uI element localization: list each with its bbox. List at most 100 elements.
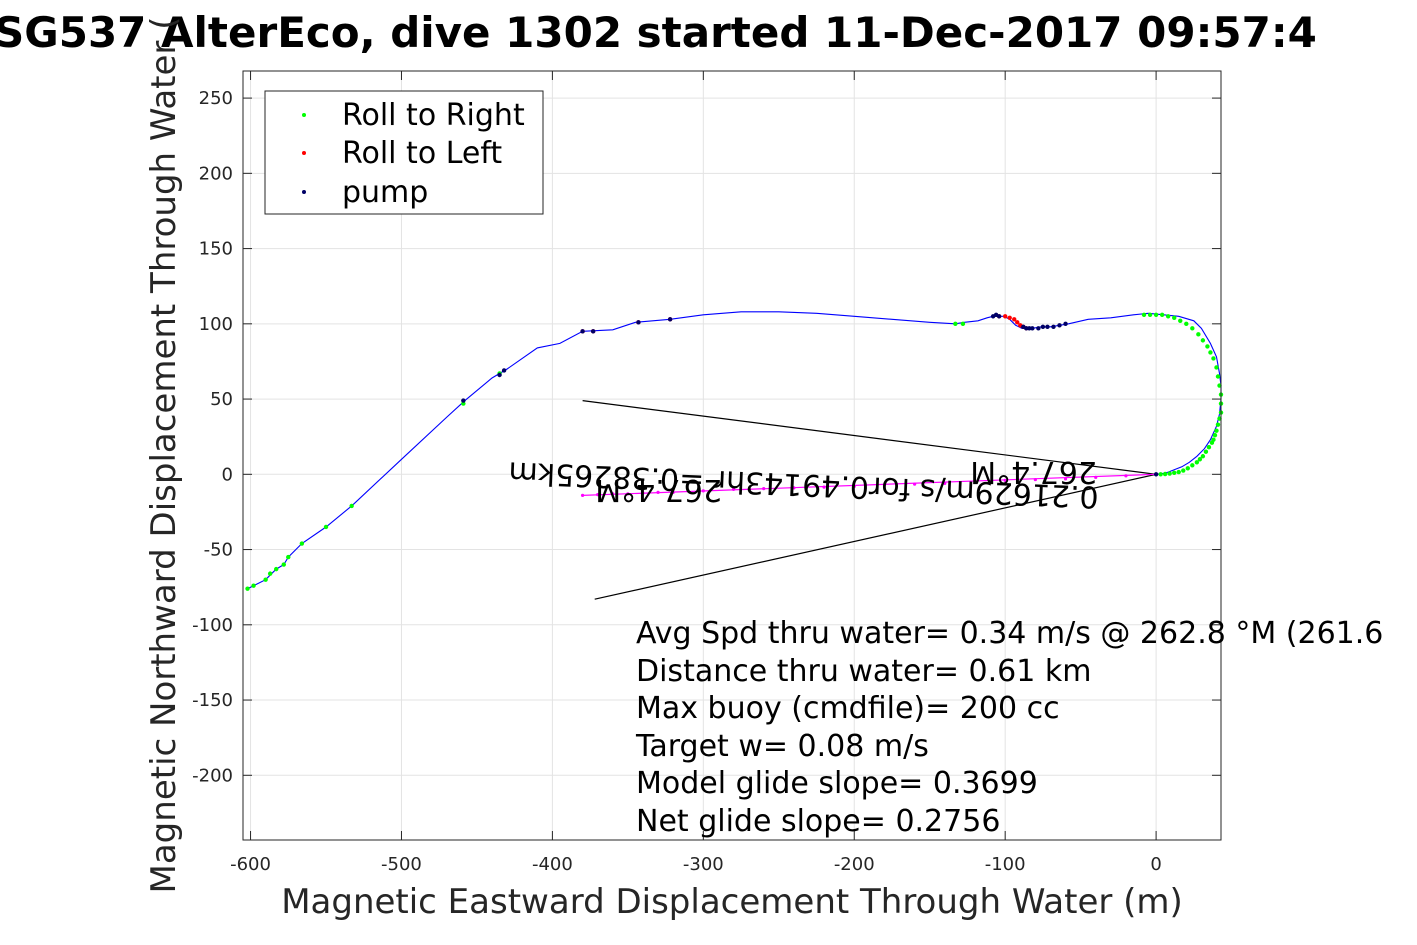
current-vector-point	[641, 491, 645, 495]
y-tick-label: 250	[199, 88, 233, 109]
current-vector-point	[671, 490, 675, 494]
dive-statistics: Avg Spd thru water= 0.34 m/s @ 262.8 °M …	[635, 616, 1383, 839]
y-tick-label: 0	[222, 464, 233, 485]
roll-right-point	[1214, 428, 1219, 433]
stat-target-w: Target w= 0.08 m/s	[635, 729, 929, 764]
roll-right-point	[1211, 356, 1216, 361]
stat-max-buoy: Max buoy (cmdfile)= 200 cc	[636, 691, 1060, 726]
roll-right-point	[1181, 468, 1186, 473]
x-tick-label: -200	[834, 854, 875, 875]
roll-right-point	[1172, 315, 1177, 321]
current-vector-point	[852, 484, 856, 488]
pump-point	[1030, 326, 1035, 331]
legend-marker-roll-left	[302, 151, 306, 155]
series-layer	[245, 311, 1224, 600]
pump-point	[636, 320, 641, 325]
current-vector-point	[580, 493, 585, 497]
roll-left-point	[1012, 317, 1017, 322]
x-tick-label: -300	[683, 854, 724, 875]
pump-point	[590, 329, 596, 334]
roll-right-point	[1208, 350, 1213, 355]
roll-right-point	[1190, 326, 1195, 331]
pump-point	[580, 329, 585, 334]
x-tick-label: -600	[230, 854, 271, 875]
y-tick-label: -200	[192, 765, 233, 786]
roll-right-point	[1215, 374, 1221, 379]
roll-right-point	[1209, 440, 1215, 445]
current-vector-point	[943, 481, 947, 485]
roll-right-point	[1159, 312, 1165, 317]
roll-right-point	[1212, 432, 1218, 438]
pump-point	[1063, 321, 1068, 327]
legend-label-roll-left: Roll to Left	[342, 136, 502, 171]
current-vector-point	[762, 487, 766, 491]
roll-right-point	[960, 321, 966, 327]
roll-right-point	[251, 583, 256, 588]
pump-point	[1027, 326, 1032, 331]
roll-right-point	[1214, 365, 1219, 370]
current-vector-point	[731, 487, 736, 491]
x-axis-label: Magnetic Eastward Displacement Through W…	[281, 882, 1183, 922]
pump-point	[1036, 326, 1041, 331]
current-vector-point	[1094, 475, 1098, 479]
stat-distance: Distance thru water= 0.61 km	[636, 654, 1091, 689]
legend-marker-pump	[302, 190, 306, 194]
current-vector-point	[882, 483, 887, 487]
current-vector-point	[822, 485, 826, 489]
current-vector-point	[913, 482, 917, 486]
roll-right-point	[1165, 314, 1171, 319]
pump-point	[1024, 326, 1029, 331]
legend-box	[264, 90, 544, 215]
current-vector-point	[596, 493, 600, 497]
current-arrow-line	[582, 400, 1157, 475]
roll-right-point	[267, 571, 273, 576]
roll-right-point	[263, 577, 268, 582]
legend-marker-roll-right	[302, 113, 306, 117]
pump-point	[996, 314, 1002, 319]
current-vector-point	[1063, 477, 1068, 481]
roll-right-point	[1190, 463, 1195, 468]
chart-title: SG537 AlterEco, dive 1302 started 11-Dec…	[0, 8, 1317, 57]
x-tick-label: -100	[985, 854, 1026, 875]
roll-right-point	[1167, 471, 1172, 476]
pump-point	[667, 317, 673, 322]
axes-box	[242, 70, 1222, 841]
roll-right-point	[281, 562, 286, 567]
pump-point	[1051, 324, 1056, 330]
pump-point	[1057, 323, 1062, 328]
stat-net-glide: Net glide slope= 0.2756	[636, 804, 1000, 839]
y-tick-label: 100	[199, 314, 233, 335]
y-tick-label: 200	[199, 163, 233, 184]
pump-point	[1040, 324, 1046, 330]
legend-label-pump: pump	[342, 175, 428, 210]
current-arrow-line	[594, 473, 1157, 600]
roll-left-point	[1015, 320, 1020, 325]
legend: Roll to Right Roll to Left pump	[264, 90, 544, 215]
roll-right-point	[323, 524, 329, 530]
roll-left-point	[1007, 315, 1012, 321]
roll-right-point	[1196, 332, 1201, 337]
pump-point	[1153, 472, 1159, 477]
y-tick-label: 150	[199, 239, 233, 260]
roll-right-point	[1162, 471, 1168, 477]
roll-right-point	[1200, 454, 1206, 459]
x-tick-label: -500	[381, 854, 422, 875]
roll-right-point	[1206, 445, 1212, 450]
roll-right-point	[349, 503, 354, 509]
current-heading-label: 267.4°M	[595, 472, 722, 507]
roll-right-point	[1184, 321, 1189, 327]
roll-right-point	[245, 586, 250, 591]
x-tick-label: -400	[532, 854, 573, 875]
roll-right-point	[1141, 312, 1147, 317]
heading-label-origin: 267.4°M	[970, 454, 1097, 489]
pump-point	[1045, 324, 1050, 330]
roll-right-point	[1194, 460, 1200, 465]
current-vector-point	[973, 480, 977, 484]
roll-right-point	[1215, 422, 1221, 427]
roll-right-point	[1158, 472, 1163, 477]
roll-right-point	[1178, 318, 1183, 324]
roll-right-point	[1197, 457, 1203, 462]
roll-right-point	[1176, 469, 1181, 475]
gridlines	[243, 71, 1221, 840]
